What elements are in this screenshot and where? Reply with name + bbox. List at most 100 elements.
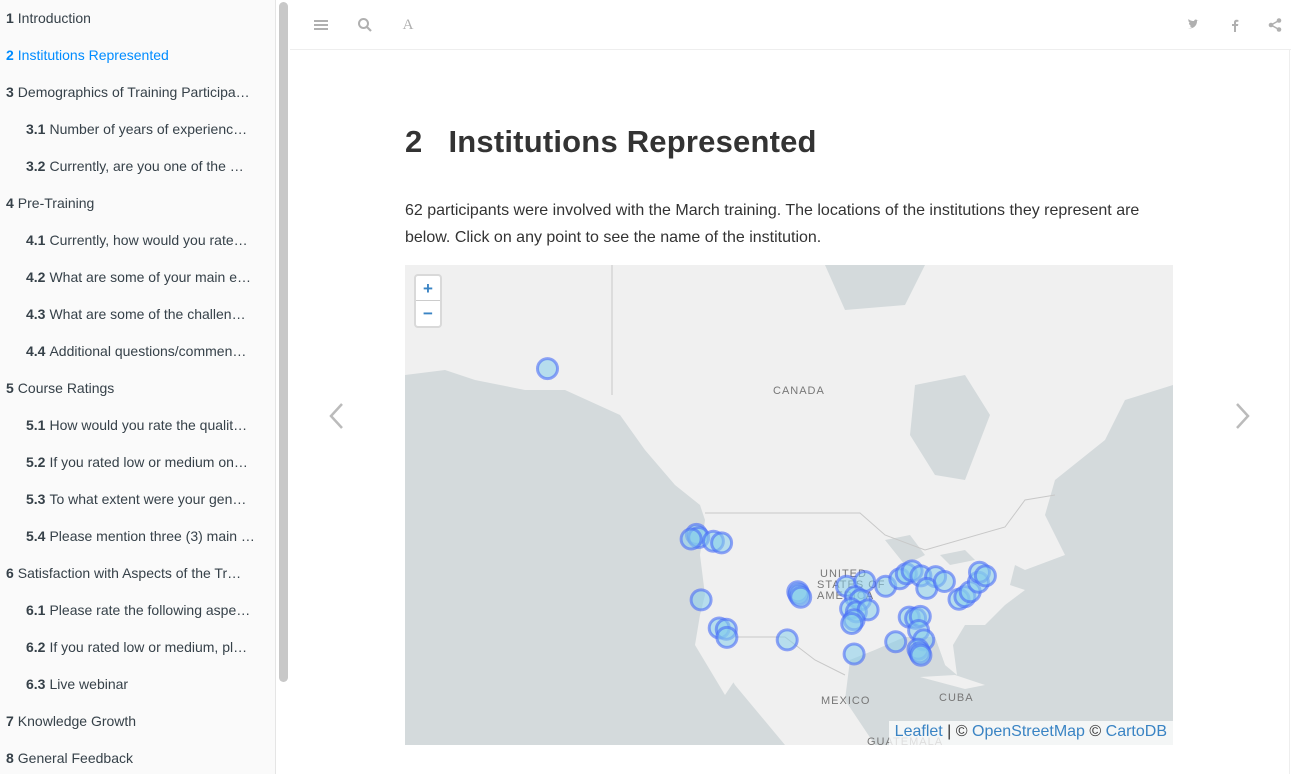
sidebar: 1 Introduction 2 Institutions Represented 3 D… — [0, 0, 276, 774]
page-border — [1289, 50, 1290, 774]
sidebar-item-number: 3 — [6, 84, 14, 100]
sidebar-item-label: Introduction — [17, 10, 91, 26]
sidebar-item-label: If you rated low or medium on… — [49, 454, 248, 470]
sidebar-item-6-1[interactable]: 6.1 Please rate the following aspe… — [0, 592, 275, 629]
cartodb-link[interactable]: CartoDB — [1105, 723, 1167, 740]
sidebar-item-number: 3.1 — [26, 121, 46, 137]
sidebar-item-4-2[interactable]: 4.2 What are some of your main e… — [0, 259, 275, 296]
map-attribution: Leaflet | © OpenStreetMap © CartoDB — [888, 721, 1173, 745]
zoom-control: + − — [414, 274, 442, 328]
sidebar-item-3-2[interactable]: 3.2 Currently, are you one of the … — [0, 148, 275, 185]
toolbar: A — [290, 0, 1291, 50]
sidebar-item-label: Knowledge Growth — [17, 713, 137, 729]
sidebar-item-number: 5.4 — [26, 528, 46, 544]
sidebar-item-number: 5.3 — [26, 491, 46, 507]
sidebar-item-label: Additional questions/commen… — [49, 343, 247, 359]
label-canada: CANADA — [773, 385, 825, 397]
sidebar-item-5-3[interactable]: 5.3 To what extent were your gen… — [0, 481, 275, 518]
sidebar-item-3[interactable]: 3 Demographics of Training Participa… — [0, 74, 275, 111]
institution-marker[interactable] — [973, 564, 997, 588]
twitter-icon[interactable] — [1185, 16, 1203, 34]
sidebar-item-number: 4.3 — [26, 306, 46, 322]
sidebar-item-6-2[interactable]: 6.2 If you rated low or medium, pl… — [0, 629, 275, 666]
institution-marker[interactable] — [715, 625, 739, 649]
sidebar-item-number: 5.2 — [26, 454, 46, 470]
sidebar-item-number: 6.2 — [26, 639, 46, 655]
sidebar-item-2[interactable]: 2 Institutions Represented — [0, 37, 275, 74]
zoom-out-button[interactable]: − — [423, 304, 433, 323]
sidebar-item-4[interactable]: 4 Pre-Training — [0, 185, 275, 222]
sidebar-item-5-2[interactable]: 5.2 If you rated low or medium on… — [0, 444, 275, 481]
sidebar-item-number: 4.2 — [26, 269, 46, 285]
sidebar-item-label: Number of years of experienc… — [49, 121, 248, 137]
us-canada-border — [705, 494, 1056, 551]
great-lakes — [885, 535, 975, 565]
table-of-contents: 1 Introduction 2 Institutions Represented 3 D… — [0, 0, 275, 774]
map[interactable]: CANADA UNITED STATES OF AMERICA MEXICO C… — [405, 265, 1173, 745]
sidebar-item-label: Institutions Represented — [17, 47, 169, 63]
institution-markers[interactable] — [536, 357, 997, 667]
sidebar-item-5-4[interactable]: 5.4 Please mention three (3) main … — [0, 518, 275, 555]
openstreetmap-link[interactable]: OpenStreetMap — [972, 723, 1085, 740]
sidebar-item-number: 2 — [6, 47, 14, 63]
sidebar-item-6[interactable]: 6 Satisfaction with Aspects of the Tr… — [0, 555, 275, 592]
sidebar-item-label: How would you rate the qualit… — [49, 417, 248, 433]
us-mexico-border — [735, 636, 846, 676]
facebook-icon[interactable] — [1226, 16, 1244, 34]
institution-marker[interactable] — [884, 630, 908, 654]
search-icon[interactable] — [356, 16, 374, 34]
sidebar-item-number: 8 — [6, 750, 14, 766]
sidebar-scrollbar[interactable] — [279, 2, 288, 682]
sidebar-item-label: Currently, how would you rate… — [49, 232, 248, 248]
attribution-sep-1: | © — [942, 723, 972, 740]
sidebar-item-8[interactable]: 8 General Feedback — [0, 740, 275, 774]
institution-marker[interactable] — [842, 642, 866, 666]
menu-icon[interactable] — [312, 16, 330, 34]
sidebar-item-5-1[interactable]: 5.1 How would you rate the qualit… — [0, 407, 275, 444]
previous-page-arrow-icon[interactable] — [326, 400, 346, 432]
sidebar-item-7[interactable]: 7 Knowledge Growth — [0, 703, 275, 740]
sidebar-item-number: 4.4 — [26, 343, 46, 359]
sidebar-item-4-4[interactable]: 4.4 Additional questions/commen… — [0, 333, 275, 370]
sidebar-item-5[interactable]: 5 Course Ratings — [0, 370, 275, 407]
sidebar-item-6-3[interactable]: 6.3 Live webinar — [0, 666, 275, 703]
next-page-arrow-icon[interactable] — [1233, 400, 1253, 432]
hudson-bay — [910, 375, 990, 480]
sidebar-item-number: 1 — [6, 10, 14, 26]
sidebar-item-number: 4.1 — [26, 232, 46, 248]
institution-marker[interactable] — [909, 643, 933, 667]
sidebar-item-label: Please rate the following aspe… — [49, 602, 251, 618]
section-title: Institutions Represented — [448, 124, 817, 159]
sidebar-item-label: General Feedback — [17, 750, 133, 766]
sidebar-item-4-3[interactable]: 4.3 What are some of the challen… — [0, 296, 275, 333]
institution-marker[interactable] — [789, 585, 813, 609]
cuba-island — [920, 675, 985, 689]
institution-marker[interactable] — [775, 628, 799, 652]
map-base-layer: CANADA UNITED STATES OF AMERICA MEXICO C… — [405, 265, 1173, 745]
sidebar-item-label: To what extent were your gen… — [49, 491, 247, 507]
institution-marker[interactable] — [710, 531, 734, 555]
institution-marker[interactable] — [536, 357, 559, 381]
greenland-edge — [1045, 265, 1173, 325]
arctic-water — [825, 265, 925, 310]
sidebar-item-label: Live webinar — [49, 676, 129, 692]
sidebar-item-3-1[interactable]: 3.1 Number of years of experienc… — [0, 111, 275, 148]
institution-marker[interactable] — [932, 570, 956, 593]
sidebar-item-number: 4 — [6, 195, 14, 211]
institution-marker[interactable] — [840, 612, 864, 635]
sidebar-item-label: Currently, are you one of the … — [49, 158, 244, 174]
section-number: 2 — [405, 124, 423, 159]
sidebar-item-1[interactable]: 1 Introduction — [0, 0, 275, 37]
sidebar-item-label: Course Ratings — [17, 380, 115, 396]
institution-marker[interactable] — [689, 588, 713, 612]
intro-paragraph: 62 participants were involved with the M… — [405, 202, 1140, 246]
sidebar-item-label: What are some of the challen… — [49, 306, 246, 322]
institution-marker[interactable] — [679, 527, 703, 551]
font-settings-icon[interactable]: A — [402, 17, 414, 33]
share-icon[interactable] — [1266, 16, 1284, 34]
sidebar-item-number: 6.3 — [26, 676, 46, 692]
label-mexico: MEXICO — [821, 695, 870, 707]
sidebar-item-4-1[interactable]: 4.1 Currently, how would you rate… — [0, 222, 275, 259]
zoom-in-button[interactable]: + — [416, 276, 440, 301]
leaflet-link[interactable]: Leaflet — [894, 723, 943, 740]
